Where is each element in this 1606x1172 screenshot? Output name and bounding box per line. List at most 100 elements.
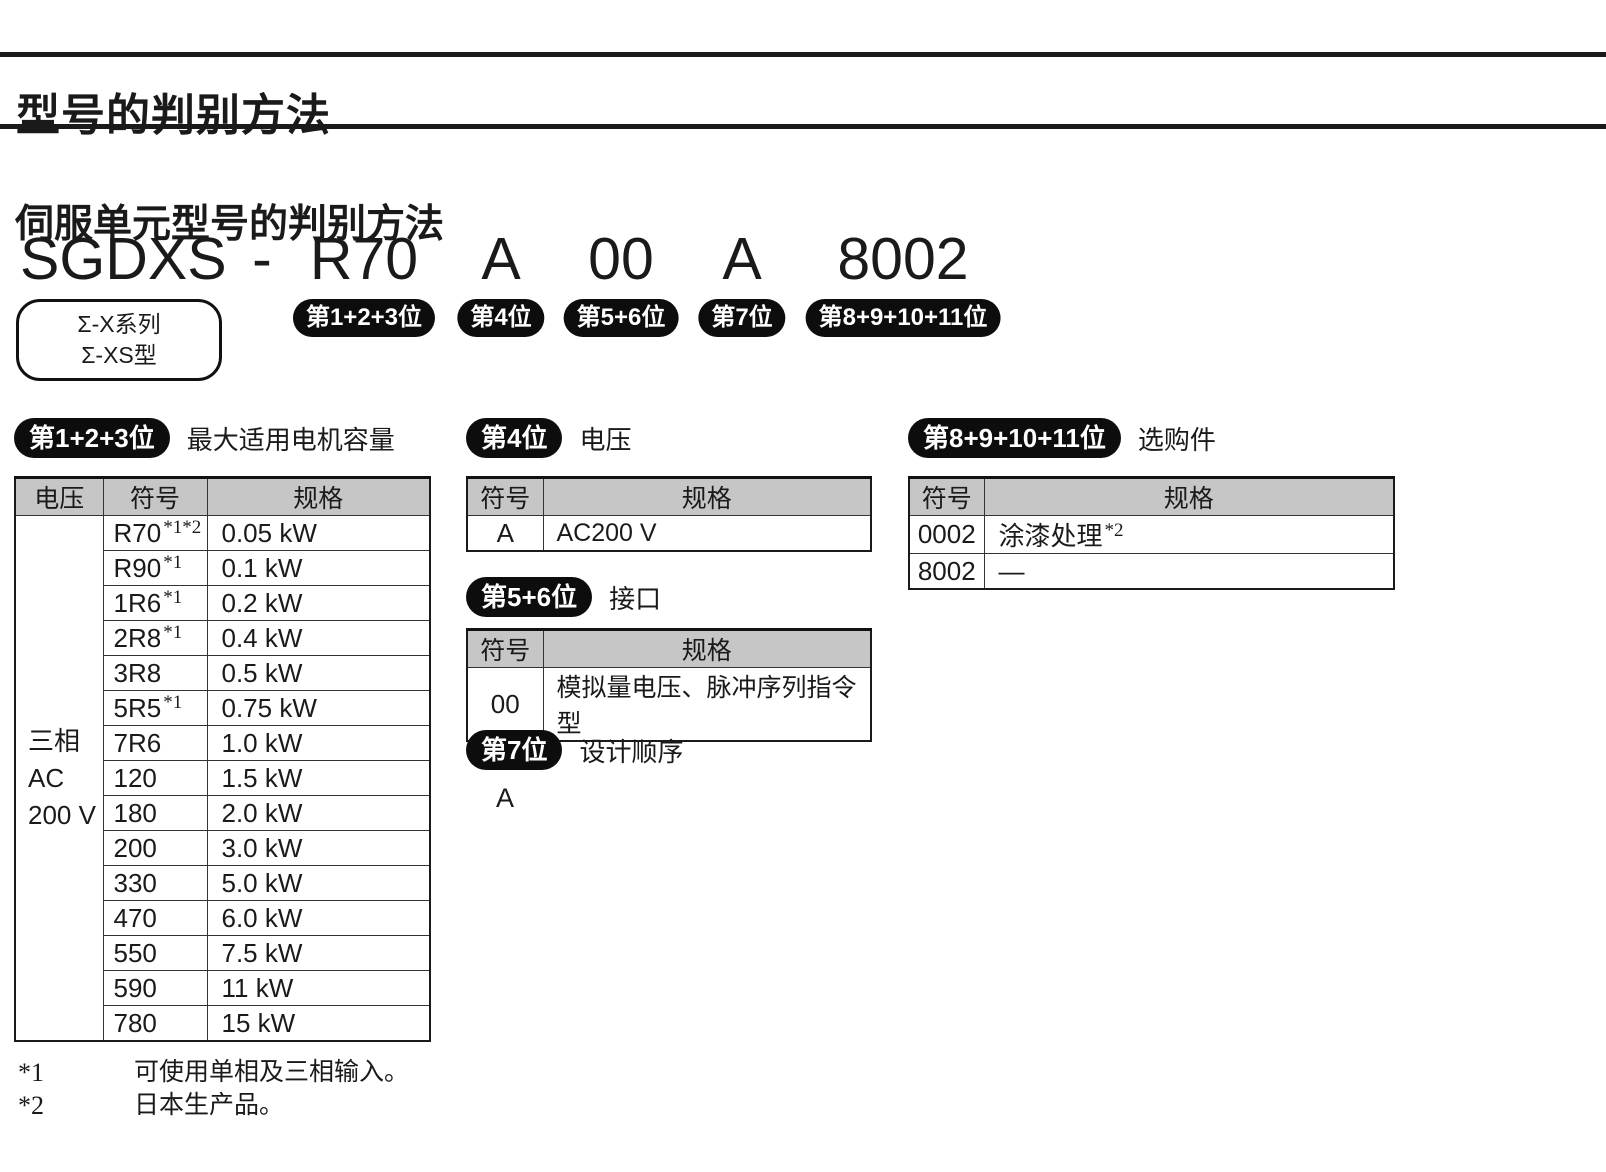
voltage-line: 200 V bbox=[28, 799, 96, 830]
spec-cell: 模拟量电压、脉冲序列指令型 bbox=[542, 667, 872, 742]
footnote-ref: *2 bbox=[1104, 520, 1124, 541]
options-badge: 第8+9+10+11位 bbox=[908, 418, 1121, 458]
spec-cell: — bbox=[983, 553, 1395, 590]
section-capacity-header: 第1+2+3位 最大适用电机容量 bbox=[14, 417, 429, 459]
spec-cell: 11 kW bbox=[206, 970, 431, 1006]
table-row: 5R5 *1 0.75 kW bbox=[15, 690, 431, 726]
voltage-merged-cell: 三相 AC 200 V bbox=[14, 515, 104, 1042]
table-row: 590 11 kW bbox=[15, 970, 431, 1006]
table-row: 三相 AC 200 V R70 *1*2 0.05 kW bbox=[14, 515, 431, 1042]
table-row: 780 15 kW bbox=[15, 1005, 431, 1042]
symbol-text: 330 bbox=[113, 867, 157, 898]
design-badge: 第7位 bbox=[466, 730, 563, 770]
options-table: 符号 规格 0002 涂漆处理 *2 8002 — bbox=[908, 476, 1395, 590]
model-separator: - bbox=[252, 226, 272, 292]
spec-cell: 0.05 kW bbox=[206, 515, 431, 551]
spec-cell: 0.1 kW bbox=[206, 550, 431, 586]
footnote-text: 日本生产品。 bbox=[134, 1091, 285, 1119]
spec-column-header: 规格 bbox=[206, 477, 431, 516]
voltage-line: 三相 bbox=[28, 725, 81, 756]
table-row: 330 5.0 kW bbox=[15, 865, 431, 901]
page-title: 型号的判别方法 bbox=[16, 91, 331, 141]
table-row: 470 6.0 kW bbox=[15, 900, 431, 936]
symbol-cell: A bbox=[466, 515, 544, 552]
model-segment-4: A bbox=[722, 226, 762, 292]
series-line-2: Σ-XS型 bbox=[81, 342, 157, 368]
series-line-1: Σ-X系列 bbox=[77, 311, 161, 337]
table-row: R90 *1 0.1 kW bbox=[15, 550, 431, 586]
table-row: 180 2.0 kW bbox=[15, 795, 431, 831]
footnote-2: *2 日本生产品。 bbox=[18, 1089, 409, 1122]
spec-cell: 0.2 kW bbox=[206, 585, 431, 621]
symbol-cell: 180 bbox=[102, 795, 208, 831]
symbol-cell: 550 bbox=[102, 935, 208, 971]
spec-cell: 涂漆处理 *2 bbox=[983, 515, 1395, 554]
symbol-cell: 0002 bbox=[908, 515, 985, 554]
symbol-text: 780 bbox=[113, 1007, 157, 1038]
capacity-header-row: 电压 符号 规格 bbox=[14, 477, 431, 516]
spec-cell: 0.5 kW bbox=[206, 655, 431, 691]
model-segment-3: 00 bbox=[588, 226, 654, 292]
voltage-line: AC bbox=[28, 762, 65, 793]
footnote-1: *1 可使用单相及三相输入。 bbox=[18, 1056, 409, 1089]
spec-cell: 0.75 kW bbox=[206, 690, 431, 726]
options-header-row: 符号 规格 bbox=[908, 477, 1395, 516]
model-segment-1: R70 bbox=[309, 226, 419, 292]
digit-badge-8-9-10-11: 第8+9+10+11位 bbox=[805, 299, 1001, 337]
symbol-cell: 120 bbox=[102, 760, 208, 796]
symbol-text: 590 bbox=[113, 972, 157, 1003]
footnote-marker: *2 bbox=[18, 1091, 44, 1120]
digit-badge-1-2-3: 第1+2+3位 bbox=[292, 299, 436, 337]
footnote-ref: *1 bbox=[163, 691, 183, 713]
symbol-cell: 8002 bbox=[908, 553, 985, 590]
symbol-text: 470 bbox=[113, 902, 157, 933]
symbol-text: R70 bbox=[113, 517, 162, 548]
symbol-cell: 5R5 *1 bbox=[102, 690, 208, 726]
spec-text: 涂漆处理 bbox=[998, 521, 1103, 551]
symbol-text: 1R6 bbox=[113, 587, 162, 618]
voltage-column-header: 电压 bbox=[14, 477, 104, 516]
section-title: 伺服单元型号的判别方法 bbox=[15, 203, 445, 247]
design-label: 设计顺序 bbox=[579, 736, 684, 767]
footnotes: *1 可使用单相及三相输入。 *2 日本生产品。 bbox=[18, 1056, 409, 1122]
symbol-column-header: 符号 bbox=[466, 477, 544, 516]
symbol-text: 2R8 bbox=[113, 622, 162, 653]
footnote-ref: *1 bbox=[163, 621, 183, 643]
symbol-column-header: 符号 bbox=[908, 477, 985, 516]
capacity-table: 电压 符号 规格 三相 AC 200 V R70 *1*2 0.05 kW R90… bbox=[14, 476, 431, 1042]
symbol-text: 200 bbox=[113, 832, 157, 863]
voltage-badge: 第4位 bbox=[466, 418, 563, 458]
capacity-badge: 第1+2+3位 bbox=[14, 418, 170, 458]
symbol-column-header: 符号 bbox=[102, 477, 208, 516]
symbol-cell: 590 bbox=[102, 970, 208, 1006]
table-row: 2R8 *1 0.4 kW bbox=[15, 620, 431, 656]
table-row: 200 3.0 kW bbox=[15, 830, 431, 866]
spec-cell: 1.5 kW bbox=[206, 760, 431, 796]
voltage-header-row: 符号 规格 bbox=[466, 477, 872, 516]
symbol-cell: 200 bbox=[102, 830, 208, 866]
section-voltage-header: 第4位 电压 bbox=[466, 417, 870, 459]
spec-cell: 15 kW bbox=[206, 1005, 431, 1042]
symbol-column-header: 符号 bbox=[466, 629, 544, 668]
footnote-text: 可使用单相及三相输入。 bbox=[134, 1058, 410, 1086]
table-row: 8002 — bbox=[908, 553, 1395, 590]
spec-text: — bbox=[998, 555, 1025, 586]
symbol-cell: 1R6 *1 bbox=[102, 585, 208, 621]
model-segment-5: 8002 bbox=[837, 226, 969, 292]
interface-label: 接口 bbox=[609, 583, 662, 614]
symbol-cell: 2R8 *1 bbox=[102, 620, 208, 656]
title-divider bbox=[0, 124, 1606, 129]
spec-cell: 2.0 kW bbox=[206, 795, 431, 831]
symbol-cell: 3R8 bbox=[102, 655, 208, 691]
digit-badge-5-6: 第5+6位 bbox=[563, 299, 679, 337]
spec-cell: AC200 V bbox=[542, 515, 872, 552]
digit-badge-7: 第7位 bbox=[698, 299, 786, 337]
spec-cell: 7.5 kW bbox=[206, 935, 431, 971]
symbol-text: 3R8 bbox=[113, 657, 162, 688]
top-divider bbox=[0, 52, 1606, 57]
spec-cell: 6.0 kW bbox=[206, 900, 431, 936]
symbol-text: R90 bbox=[113, 552, 162, 583]
design-value: A bbox=[496, 783, 515, 813]
table-row: 1R6 *1 0.2 kW bbox=[15, 585, 431, 621]
symbol-cell: R70 *1*2 bbox=[102, 515, 208, 551]
